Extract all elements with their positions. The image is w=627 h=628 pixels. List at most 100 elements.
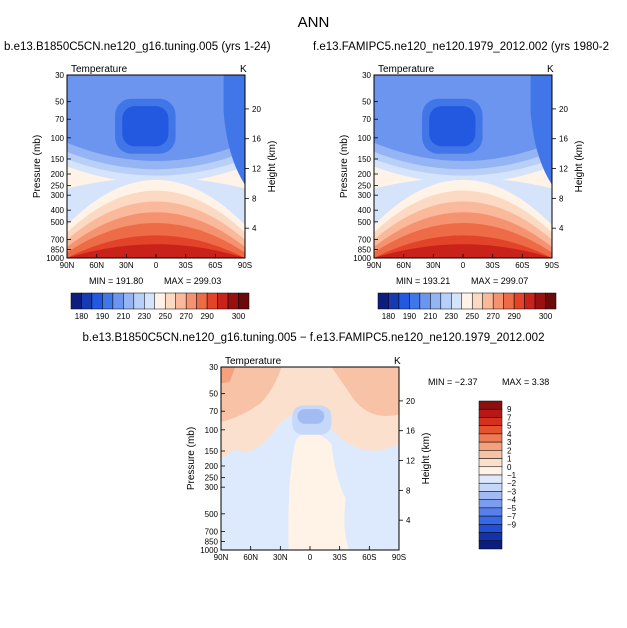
- panel1-y-tick-label: 70: [55, 115, 64, 124]
- colorbar-label: 210: [117, 312, 131, 321]
- panel2-y2-tick-label: 8: [559, 194, 564, 203]
- panel2-y-tick-label: 500: [358, 218, 372, 227]
- panel3-x-tick-label: 90S: [392, 553, 406, 562]
- colorbar-swatch: [123, 292, 135, 310]
- diff-colorbar-swatch: [478, 474, 503, 484]
- panel1-plot: [66, 74, 246, 259]
- panel1-subtitle: Temperature: [71, 64, 128, 75]
- colorbar-swatch: [409, 292, 421, 310]
- panel1-y2-tick-label: 12: [252, 165, 261, 174]
- panel2-title: f.e13.FAMIPC5.ne120_ne120.1979_2012.002 …: [313, 41, 610, 53]
- colorbar-swatch: [524, 292, 536, 310]
- panel2-x-tick-label: 90N: [367, 261, 382, 270]
- colorbar-swatch: [398, 292, 410, 310]
- colorbar-label: 290: [200, 312, 214, 321]
- diff-colorbar-swatch: [478, 482, 503, 492]
- panel3-max: MAX = 3.38: [502, 377, 549, 387]
- colorbar-swatch: [154, 292, 166, 310]
- panel2-y-tick-label: 30: [362, 71, 371, 80]
- diff-colorbar-swatch: [478, 507, 503, 517]
- panel1-x-tick-label: 30S: [179, 261, 193, 270]
- positive-region-strong: [331, 367, 399, 417]
- diff-colorbar-label: 0: [507, 463, 512, 472]
- panel3-y2-tick-label: 20: [406, 397, 415, 406]
- panel1-x-tick-label: 60N: [89, 261, 104, 270]
- panel3-x-tick-label: 30S: [333, 553, 347, 562]
- panel1-max: MAX = 299.03: [164, 276, 221, 286]
- diff-colorbar-label: −9: [507, 520, 517, 529]
- colorbar-label: 190: [403, 312, 417, 321]
- colorbar-swatch: [185, 292, 197, 310]
- panel3-y-tick-label: 500: [205, 510, 219, 519]
- cold-core-inner: [122, 106, 169, 147]
- diff-colorbar-label: 1: [507, 455, 512, 464]
- panel3-x-tick-label: 0: [308, 553, 313, 562]
- colorbar-label: 230: [138, 312, 152, 321]
- panel2-y-tick-label: 700: [358, 235, 372, 244]
- panel2-y-tick-label: 850: [358, 246, 372, 255]
- positive-region-max: [221, 367, 236, 384]
- panel2-x-tick-label: 0: [461, 261, 466, 270]
- panel3-y2-tick-label: 12: [406, 457, 415, 466]
- colorbar-swatch: [503, 292, 515, 310]
- colorbar-swatch: [461, 292, 473, 310]
- panel2-x-tick-label: 60N: [396, 261, 411, 270]
- positive-region-strong: [221, 367, 282, 422]
- panel1-y-tick-label: 400: [51, 206, 65, 215]
- panel3-y2-tick-label: 8: [406, 486, 411, 495]
- panel2-x-tick-label: 60S: [515, 261, 529, 270]
- warm-arch: [67, 244, 245, 258]
- diff-colorbar-swatch: [478, 515, 503, 525]
- colorbar-swatch: [112, 292, 124, 310]
- diff-colorbar-label: 7: [507, 413, 512, 422]
- panel1-y-tick-label: 100: [51, 134, 65, 143]
- diff-colorbar-swatch: [478, 433, 503, 443]
- panel2-y2-tick-label: 12: [559, 165, 568, 174]
- diff-colorbar-swatch: [478, 491, 503, 500]
- diff-colorbar-label: 4: [507, 430, 512, 439]
- panel1-y-tick-label: 150: [51, 155, 65, 164]
- panel2-y-tick-label: 100: [358, 134, 372, 143]
- panel1-min: MIN = 191.80: [89, 276, 143, 286]
- colorbar-label: 300: [539, 312, 553, 321]
- panel3-y2label: Height (km): [421, 433, 432, 485]
- diff-colorbar-swatch: [478, 417, 503, 426]
- panel1-y-tick-label: 300: [51, 191, 65, 200]
- colorbar-label: 270: [179, 312, 193, 321]
- negative-spot-core: [297, 409, 325, 424]
- panel3-y-tick-label: 300: [205, 483, 219, 492]
- colorbar-swatch: [238, 292, 250, 310]
- diff-colorbar-label: −2: [507, 479, 517, 488]
- colorbar-swatch: [451, 292, 463, 310]
- colorbar-swatch: [377, 292, 389, 310]
- diff-colorbar-swatch: [478, 408, 503, 418]
- colorbar-swatch: [91, 292, 103, 310]
- colorbar-label: 190: [96, 312, 110, 321]
- panel2-x-tick-label: 30S: [486, 261, 500, 270]
- colorbar-swatch: [545, 292, 557, 310]
- colorbar-swatch: [482, 292, 494, 310]
- panel1-ylabel: Pressure (mb): [32, 135, 43, 198]
- colorbar-swatch: [81, 292, 93, 310]
- panel1-units: K: [240, 64, 247, 75]
- panel1-y-tick-label: 250: [51, 182, 65, 191]
- panel1-y-tick-label: 50: [55, 98, 64, 107]
- colorbar-swatch: [206, 292, 218, 310]
- panel2-y2label: Height (km): [574, 141, 585, 193]
- colorbar-label: 230: [445, 312, 459, 321]
- diff-colorbar-label: 5: [507, 422, 512, 431]
- panel2-subtitle: Temperature: [378, 64, 435, 75]
- panel2-x-tick-label: 30N: [426, 261, 441, 270]
- diff-colorbar-swatch: [478, 499, 503, 509]
- colorbar-label: 270: [486, 312, 500, 321]
- panel3-y-tick-label: 1000: [200, 546, 218, 555]
- panel3-min: MIN = −2.37: [428, 377, 478, 387]
- diff-colorbar-swatch: [478, 524, 503, 533]
- colorbar-swatch: [133, 292, 145, 310]
- panel3-subtitle: Temperature: [225, 356, 282, 367]
- panel1-y-tick-label: 850: [51, 246, 65, 255]
- panel1-x-tick-label: 0: [154, 261, 159, 270]
- panel2-max: MAX = 299.07: [471, 276, 528, 286]
- diff-colorbar-label: 2: [507, 446, 512, 455]
